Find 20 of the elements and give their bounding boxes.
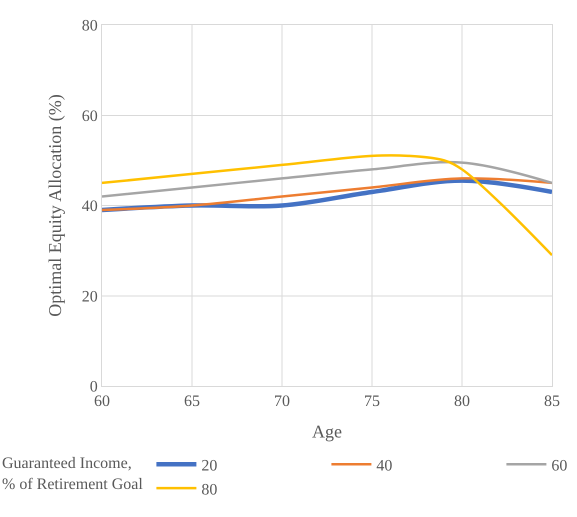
x-axis-title: Age	[312, 421, 342, 442]
legend-label: 80	[201, 481, 218, 498]
x-tick-label: 85	[544, 393, 560, 410]
y-tick-label: 40	[82, 198, 98, 216]
line-series	[102, 154, 552, 256]
y-tick-label: 80	[82, 18, 98, 35]
y-tick-label: 20	[82, 288, 98, 306]
y-axis-title: Optimal Equity Allocation (%)	[45, 94, 65, 317]
y-tick-label: 60	[82, 108, 98, 125]
x-tick-label: 75	[364, 393, 380, 410]
x-tick-label: 60	[94, 393, 110, 410]
legend-label: 60	[551, 458, 568, 475]
x-tick-label: 80	[454, 393, 470, 410]
legend-title: Guaranteed Income, % of Retirement Goal	[2, 455, 144, 493]
x-tick-label: 70	[274, 393, 290, 410]
legend-label: 40	[376, 458, 392, 475]
x-tick-label: 65	[184, 393, 200, 410]
legend-label: 20	[201, 458, 218, 475]
line-series	[102, 160, 552, 198]
y-tick-label: 0	[90, 378, 98, 396]
